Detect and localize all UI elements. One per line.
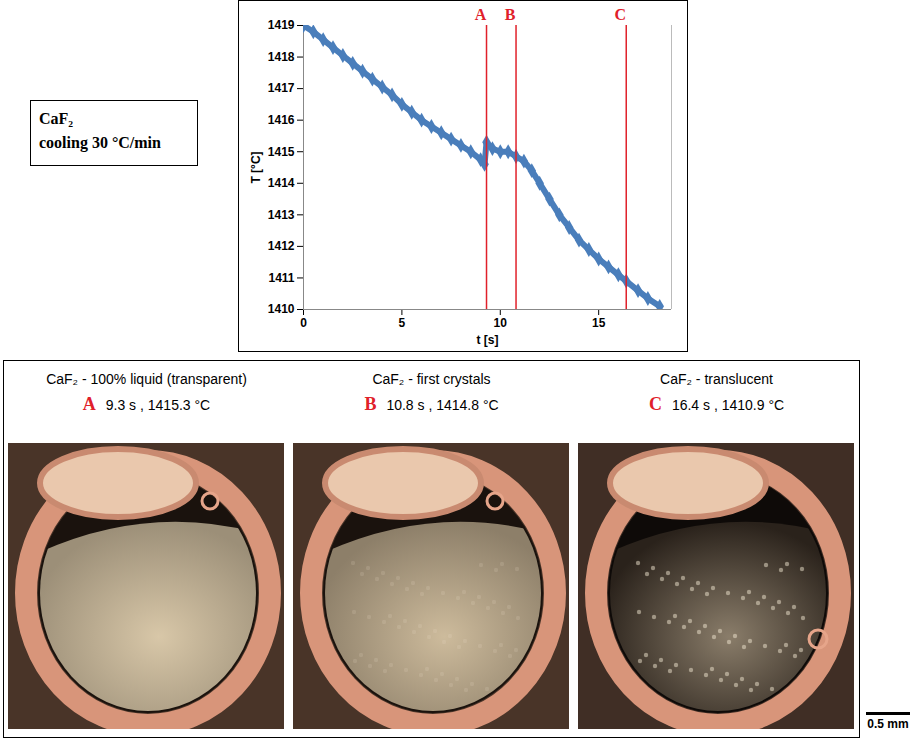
svg-text:1415: 1415: [268, 145, 295, 159]
svg-text:5: 5: [399, 316, 406, 330]
svg-text:10: 10: [494, 316, 508, 330]
svg-text:1417: 1417: [268, 81, 295, 95]
svg-text:1418: 1418: [268, 50, 295, 64]
svg-text:C: C: [614, 6, 626, 23]
html-text:cooling 30 °C/min: cooling 30 °C/min: [39, 134, 161, 151]
svg-text:1410: 1410: [268, 302, 295, 316]
html-text:0.5 mm: 0.5 mm: [867, 717, 909, 731]
html-text:CaF₂ - translucent: CaF₂ - translucent: [660, 371, 773, 387]
html-text:16.4 s , 1410.9 °C: 16.4 s , 1410.9 °C: [671, 397, 785, 413]
svg-text:A: A: [475, 6, 487, 23]
html-text:CaF₂ - 100% liquid (transparen: CaF₂ - 100% liquid (transparent): [46, 371, 247, 387]
svg-text:1413: 1413: [268, 208, 295, 222]
svg-text:1414: 1414: [268, 176, 295, 190]
svg-text:T [°C]: T [°C]: [249, 151, 263, 183]
html-text:10.8 s , 1414.8 °C: 10.8 s , 1414.8 °C: [386, 397, 499, 413]
html-text:A: A: [82, 394, 96, 414]
html-text:CaF₂ - first crystals: CaF₂ - first crystals: [372, 371, 491, 387]
svg-text:1416: 1416: [268, 113, 295, 127]
svg-text:1411: 1411: [268, 271, 294, 285]
html-text:B: B: [364, 394, 377, 414]
svg-text:1412: 1412: [268, 239, 295, 253]
html-text:C: C: [648, 394, 662, 414]
svg-text:B: B: [505, 6, 516, 23]
svg-text:1419: 1419: [268, 18, 295, 32]
html-text:9.3 s , 1415.3 °C: 9.3 s , 1415.3 °C: [105, 397, 211, 413]
svg-text:0: 0: [300, 316, 307, 330]
svg-text:t [s]: t [s]: [477, 333, 499, 347]
svg-text:15: 15: [592, 316, 606, 330]
html-text:CaF₂: CaF₂: [39, 110, 74, 127]
